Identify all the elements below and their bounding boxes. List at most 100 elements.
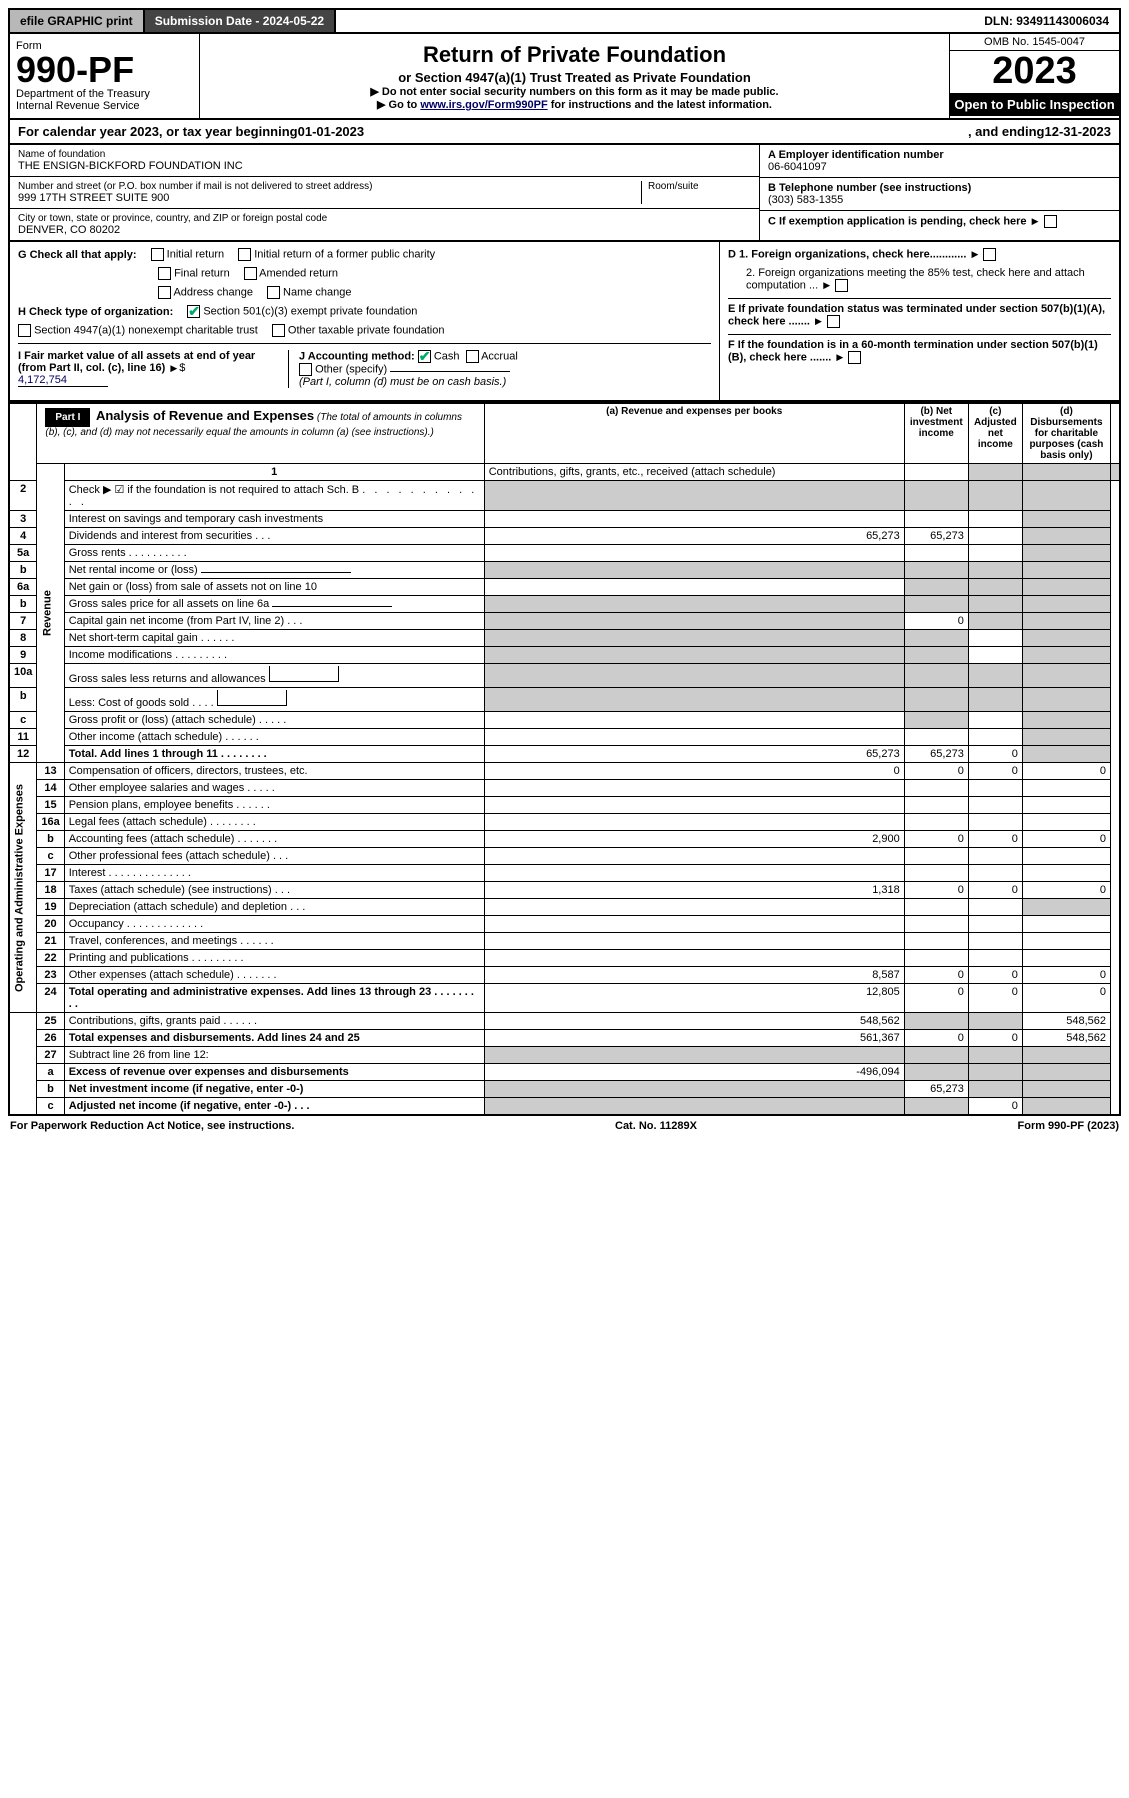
rn-23: 23: [37, 967, 64, 984]
r16ba: 2,900: [484, 831, 904, 848]
cb-f[interactable]: [848, 351, 861, 364]
r26d: 548,562: [1022, 1030, 1110, 1047]
r24a: 12,805: [484, 984, 904, 1013]
g-initial-pub: Initial return of a former public charit…: [254, 248, 435, 260]
row-21: Travel, conferences, and meetings . . . …: [64, 933, 484, 950]
rn-2: 2: [9, 481, 37, 511]
street-address: 999 17TH STREET SUITE 900: [18, 192, 641, 204]
rn-21: 21: [37, 933, 64, 950]
c-checkbox[interactable]: [1044, 215, 1057, 228]
form-header: Form 990-PF Department of the Treasury I…: [8, 34, 1121, 120]
row-10a: Gross sales less returns and allowances: [69, 673, 266, 685]
cb-addr[interactable]: [158, 286, 171, 299]
cb-other-tax[interactable]: [272, 324, 285, 337]
cb-cash[interactable]: [418, 350, 431, 363]
entity-info: Name of foundation THE ENSIGN-BICKFORD F…: [8, 145, 1121, 242]
row-20: Occupancy . . . . . . . . . . . . .: [64, 916, 484, 933]
r12c: 0: [968, 746, 1022, 763]
r13c: 0: [968, 763, 1022, 780]
rn-27b: b: [37, 1081, 64, 1098]
ein-value: 06-6041097: [768, 161, 1111, 173]
part1-table: Part I Analysis of Revenue and Expenses …: [8, 402, 1121, 1116]
cb-e[interactable]: [827, 315, 840, 328]
cb-initial[interactable]: [151, 248, 164, 261]
row-27a: Excess of revenue over expenses and disb…: [69, 1066, 349, 1078]
cb-4947[interactable]: [18, 324, 31, 337]
rn-16c: c: [37, 848, 64, 865]
form-link[interactable]: www.irs.gov/Form990PF: [420, 99, 547, 111]
cb-d1[interactable]: [983, 248, 996, 261]
row-11: Other income (attach schedule) . . . . .…: [64, 729, 484, 746]
part1-title: Analysis of Revenue and Expenses: [96, 408, 314, 423]
addr-label: Number and street (or P.O. box number if…: [18, 181, 641, 192]
row-1: Contributions, gifts, grants, etc., rece…: [484, 464, 904, 481]
footer-left: For Paperwork Reduction Act Notice, see …: [10, 1120, 294, 1132]
rn-16a: 16a: [37, 814, 64, 831]
r13b: 0: [904, 763, 968, 780]
g-label: G Check all that apply:: [18, 249, 137, 261]
cb-initial-pub[interactable]: [238, 248, 251, 261]
rn-6b: b: [9, 596, 37, 613]
r26a: 561,367: [484, 1030, 904, 1047]
rn-17: 17: [37, 865, 64, 882]
g-initial: Initial return: [167, 248, 224, 260]
rn-7: 7: [9, 613, 37, 630]
r18c: 0: [968, 882, 1022, 899]
cb-amended[interactable]: [244, 267, 257, 280]
row-3: Interest on savings and temporary cash i…: [64, 511, 484, 528]
cal-mid: , and ending: [968, 124, 1045, 139]
r27bb: 65,273: [904, 1081, 968, 1098]
note2-suffix: for instructions and the latest informat…: [551, 99, 772, 111]
col-d: (d) Disbursements for charitable purpose…: [1022, 403, 1110, 464]
dept-irs: Internal Revenue Service: [16, 100, 193, 112]
d1-label: D 1. Foreign organizations, check here..…: [728, 248, 966, 260]
cb-final[interactable]: [158, 267, 171, 280]
row-27b: Net investment income (if negative, ente…: [69, 1083, 304, 1095]
dln: DLN: 93491143006034: [974, 10, 1119, 32]
rn-10c: c: [9, 712, 37, 729]
rn-9: 9: [9, 647, 37, 664]
rn-16b: b: [37, 831, 64, 848]
col-c: (c) Adjusted net income: [968, 403, 1022, 464]
r16bb: 0: [904, 831, 968, 848]
efile-tag: efile GRAPHIC print: [10, 10, 145, 32]
rn-26: 26: [37, 1030, 64, 1047]
r23d: 0: [1022, 967, 1110, 984]
rn-27c: c: [37, 1098, 64, 1116]
cb-name[interactable]: [267, 286, 280, 299]
form-number: 990-PF: [16, 52, 193, 88]
row-4: Dividends and interest from securities .…: [64, 528, 484, 545]
j-accrual: Accrual: [481, 350, 518, 362]
revenue-label: Revenue: [37, 464, 64, 763]
row-8: Net short-term capital gain . . . . . .: [64, 630, 484, 647]
rn-19: 19: [37, 899, 64, 916]
rn-3: 3: [9, 511, 37, 528]
g-final: Final return: [174, 267, 230, 279]
r18b: 0: [904, 882, 968, 899]
r26c: 0: [968, 1030, 1022, 1047]
r24b: 0: [904, 984, 968, 1013]
rn-11: 11: [9, 729, 37, 746]
cb-501c3[interactable]: [187, 305, 200, 318]
rn-18: 18: [37, 882, 64, 899]
r13d: 0: [1022, 763, 1110, 780]
cal-begin: 01-01-2023: [298, 124, 365, 139]
r25a: 548,562: [484, 1013, 904, 1030]
row-7: Capital gain net income (from Part IV, l…: [64, 613, 484, 630]
r27aa: -496,094: [484, 1064, 904, 1081]
omb-number: OMB No. 1545-0047: [950, 34, 1119, 51]
r23b: 0: [904, 967, 968, 984]
row-27: Subtract line 26 from line 12:: [64, 1047, 484, 1064]
cb-accrual[interactable]: [466, 350, 479, 363]
rn-12: 12: [9, 746, 37, 763]
h-label: H Check type of organization:: [18, 306, 173, 318]
rn-5a: 5a: [9, 545, 37, 562]
cb-other-acct[interactable]: [299, 363, 312, 376]
j-other: Other (specify): [315, 363, 387, 375]
cb-d2[interactable]: [835, 279, 848, 292]
row-23: Other expenses (attach schedule) . . . .…: [64, 967, 484, 984]
row-12: Total. Add lines 1 through 11 . . . . . …: [69, 748, 267, 760]
dept-treasury: Department of the Treasury: [16, 88, 193, 100]
rn-27a: a: [37, 1064, 64, 1081]
city-label: City or town, state or province, country…: [18, 213, 751, 224]
